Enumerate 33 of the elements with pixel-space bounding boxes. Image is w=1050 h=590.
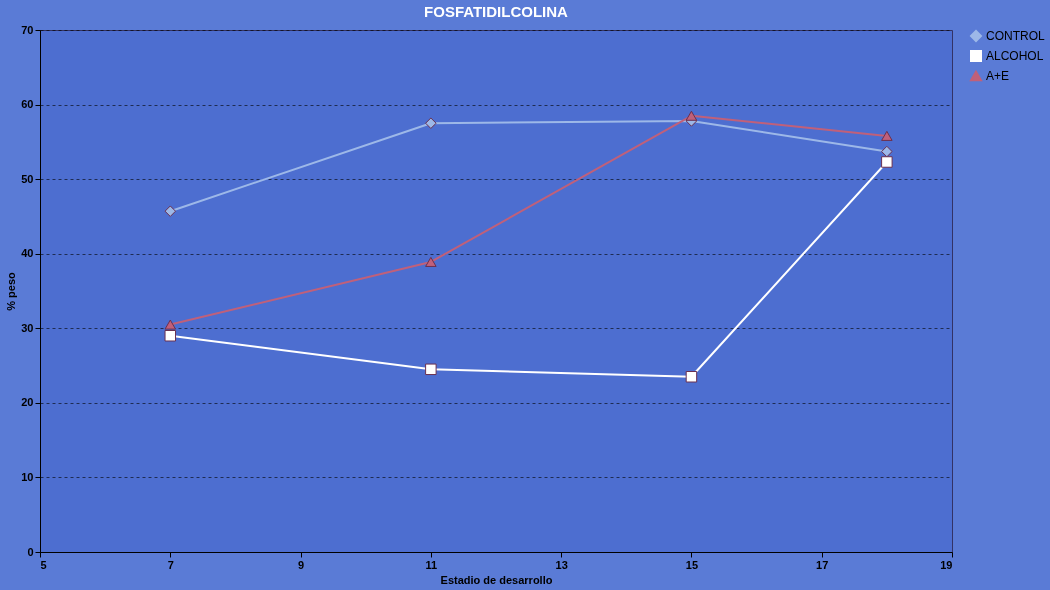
y-tick-label: 70: [21, 23, 34, 36]
y-axis-title: % peso: [5, 271, 18, 311]
x-tick-label: 7: [167, 558, 174, 571]
x-tick-label: 19: [940, 558, 953, 571]
x-tick-label: 5: [40, 558, 47, 571]
y-tick-label: 40: [21, 247, 34, 260]
chart-title: FOSFATIDILCOLINA: [424, 3, 569, 20]
point: [425, 256, 437, 267]
x-tick-label: 13: [555, 558, 568, 571]
x-tick-label: 17: [816, 558, 829, 571]
point: [881, 145, 893, 158]
y-tick-label: 10: [21, 470, 34, 483]
y-tick-label: 50: [21, 172, 34, 185]
point: [164, 205, 177, 217]
y-tick-label: 30: [21, 321, 34, 334]
x-axis-title: Estadio de desarrollo: [440, 573, 553, 586]
point: [685, 110, 698, 121]
y-tick-label: 20: [21, 396, 34, 409]
legend-label: ALCOHOL: [986, 49, 1044, 63]
legend-label: CONTROL: [986, 29, 1045, 43]
point: [425, 363, 437, 376]
x-tick-label: 9: [298, 558, 305, 571]
point: [425, 117, 437, 129]
x-tick-label: 15: [685, 558, 699, 571]
point: [881, 156, 893, 168]
legend-label: A+E: [986, 69, 1010, 83]
point: [164, 319, 177, 330]
y-tick-label: 0: [27, 545, 34, 558]
point: [881, 130, 893, 141]
point: [685, 371, 698, 383]
x-tick-label: 11: [425, 558, 438, 571]
point: [164, 330, 177, 342]
y-tick-label: 60: [21, 98, 34, 111]
